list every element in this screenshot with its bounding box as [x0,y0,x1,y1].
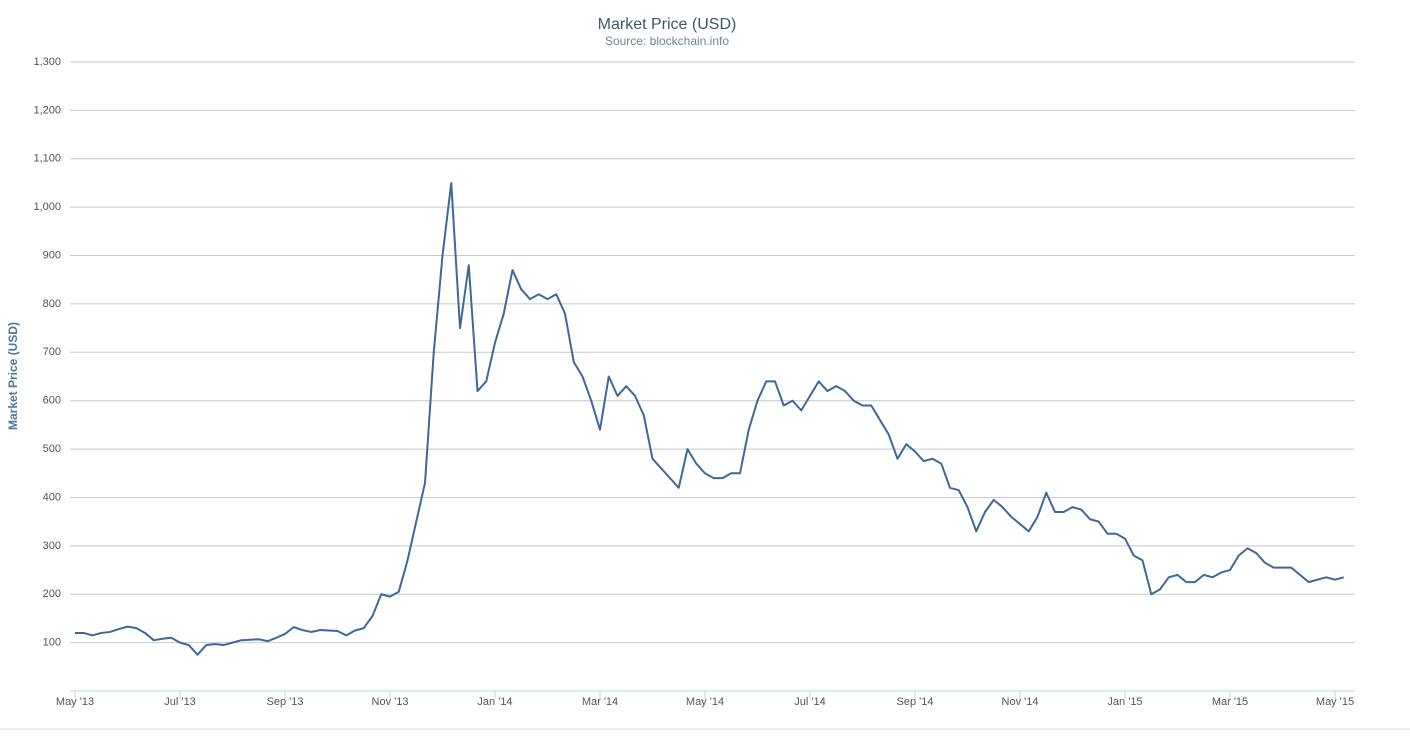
x-tick-label: Mar '15 [1212,696,1248,708]
x-tick-label: May '15 [1316,696,1354,708]
x-tick-label: Nov '14 [1002,696,1039,708]
y-tick-label: 1,300 [33,56,61,68]
y-tick-label: 300 [43,540,61,552]
y-tick-label: 600 [43,395,61,407]
x-tick-label: Jan '14 [477,696,512,708]
y-tick-label: 1,000 [33,201,61,213]
x-tick-label: Nov '13 [372,696,409,708]
y-tick-label: 100 [43,637,61,649]
y-tick-label: 400 [43,491,61,503]
x-tick-label: Jul '14 [794,696,825,708]
x-tick-label: Mar '14 [582,696,618,708]
x-tick-label: Sep '13 [267,696,304,708]
x-tick-label: May '14 [686,696,724,708]
y-tick-label: 1,200 [33,104,61,116]
chart-title: Market Price (USD) [598,16,737,33]
chart-subtitle: Source: blockchain.info [605,34,729,48]
y-tick-label: 900 [43,249,61,261]
y-tick-label: 200 [43,588,61,600]
y-tick-label: 800 [43,298,61,310]
x-tick-label: Jul '13 [164,696,195,708]
y-tick-label: 500 [43,443,61,455]
y-axis-label: Market Price (USD) [6,322,20,430]
y-tick-label: 700 [43,346,61,358]
x-tick-label: Sep '14 [897,696,934,708]
price-line [75,181,1345,656]
y-tick-label: 1,100 [33,153,61,165]
x-tick-label: May '13 [56,696,94,708]
x-tick-label: Jan '15 [1107,696,1142,708]
